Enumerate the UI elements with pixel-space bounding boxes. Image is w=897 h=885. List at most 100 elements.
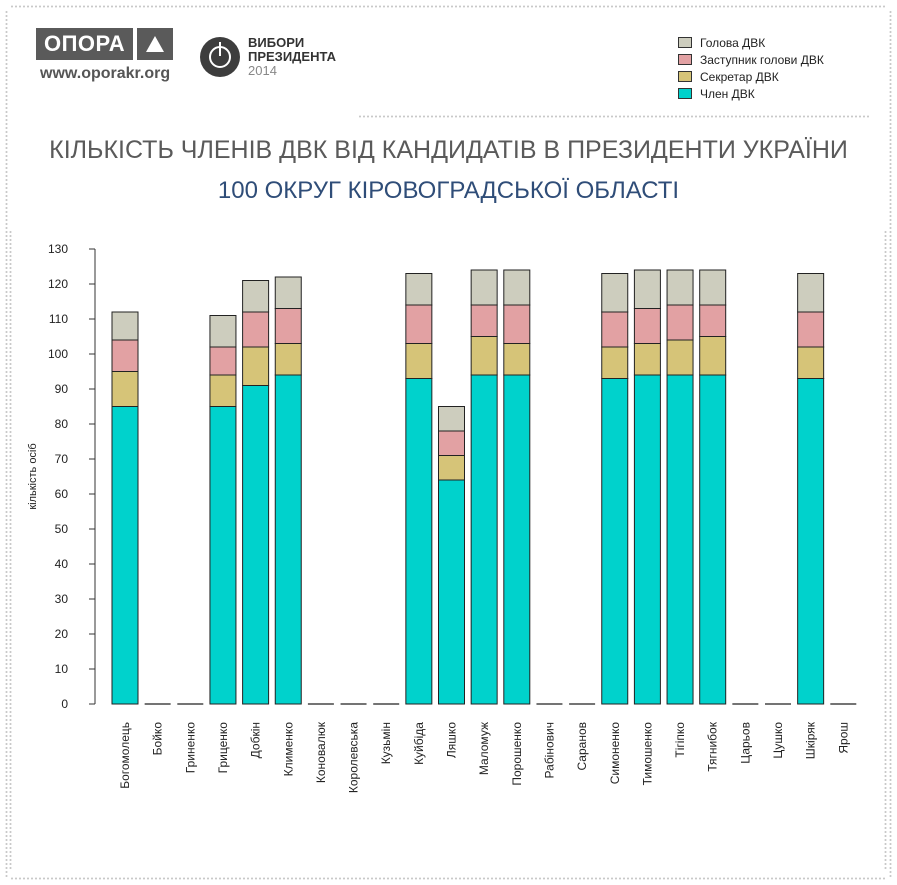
y-tick-label-40: 40 bbox=[55, 557, 69, 571]
opora-logo[interactable]: ОПОРА bbox=[36, 28, 174, 60]
bar-12-seg-3 bbox=[503, 269, 531, 306]
bar-10-seg-3 bbox=[438, 406, 465, 432]
y-tick-label-30: 30 bbox=[55, 592, 69, 606]
x-tick-label-9: Куйбіда bbox=[412, 722, 426, 765]
y-tick-label-20: 20 bbox=[55, 627, 69, 641]
bar-16-seg-3 bbox=[633, 269, 661, 309]
bar-12-seg-0 bbox=[503, 374, 531, 705]
x-tick-label-19: Царьов bbox=[738, 722, 752, 764]
bar-5-seg-1 bbox=[274, 343, 302, 376]
y-tick-label-110: 110 bbox=[49, 312, 68, 326]
y-tick-label-100: 100 bbox=[48, 347, 68, 361]
logo-wordmark: ОПОРА bbox=[36, 28, 134, 60]
bar-18-seg-3 bbox=[699, 269, 727, 306]
bar-17-seg-1 bbox=[666, 339, 694, 376]
bar-4-seg-3 bbox=[242, 280, 270, 313]
bar-4-seg-0 bbox=[242, 385, 270, 705]
chart-subtitle: 100 ОКРУГ КІРОВОГРАДСЬКОЇ ОБЛАСТІ bbox=[217, 177, 680, 204]
bar-21-seg-1 bbox=[797, 346, 825, 379]
x-tick-label-22: Ярош bbox=[836, 722, 850, 754]
x-tick-label-10: Ляшко bbox=[445, 722, 459, 758]
legend-swatch-zastupnyk bbox=[678, 54, 692, 65]
x-tick-label-17: Тігіпко bbox=[673, 722, 687, 758]
bar-3-seg-1 bbox=[209, 374, 237, 407]
legend-swatch-sekretar bbox=[678, 71, 692, 82]
bar-15-seg-2 bbox=[601, 311, 629, 348]
x-tick-label-4: Добкін bbox=[249, 722, 263, 758]
bar-16-seg-2 bbox=[633, 308, 661, 344]
bar-11-seg-1 bbox=[470, 336, 498, 376]
bar-18-seg-2 bbox=[699, 304, 727, 337]
bar-5-seg-3 bbox=[274, 276, 302, 309]
legend-label-holova: Голова ДВК bbox=[700, 35, 766, 50]
legend-item-zastupnyk: Заступник голови ДВК bbox=[678, 51, 824, 68]
legend-label-zastupnyk: Заступник голови ДВК bbox=[700, 52, 824, 67]
bar-12-seg-1 bbox=[503, 343, 531, 376]
bar-0-seg-2 bbox=[111, 339, 139, 372]
x-tick-label-13: Рабінович bbox=[542, 722, 556, 778]
bar-10-seg-2 bbox=[438, 430, 465, 456]
bar-5-seg-0 bbox=[274, 374, 302, 705]
legend-label-sekretar: Секретар ДВК bbox=[700, 69, 779, 84]
bar-15-seg-3 bbox=[601, 273, 629, 313]
bar-15-seg-0 bbox=[601, 378, 629, 705]
bar-11-seg-3 bbox=[470, 269, 498, 306]
x-tick-label-18: Тягнибок bbox=[706, 721, 720, 771]
bar-10-seg-1 bbox=[438, 455, 465, 481]
bar-10-seg-0 bbox=[438, 479, 465, 705]
site-url-link[interactable]: www.oporakr.org bbox=[40, 65, 171, 82]
x-tick-label-5: Клименко bbox=[281, 722, 295, 777]
bar-11-seg-0 bbox=[470, 374, 498, 705]
chart-legend: Голова ДВК Заступник голови ДВК Секретар… bbox=[678, 34, 824, 102]
campaign-logo: ВИБОРИ ПРЕЗИДЕНТА 2014 bbox=[200, 36, 336, 78]
x-tick-label-15: Симоненко bbox=[608, 722, 622, 785]
x-tick-label-16: Тимошенко bbox=[640, 722, 654, 786]
bar-9-seg-3 bbox=[405, 273, 433, 306]
bar-3-seg-0 bbox=[209, 406, 237, 705]
bar-15-seg-1 bbox=[601, 346, 629, 379]
bar-18-seg-1 bbox=[699, 336, 727, 376]
x-tick-label-3: Гриценко bbox=[216, 722, 230, 774]
x-tick-label-12: Порошенко bbox=[510, 722, 524, 786]
bar-3-seg-2 bbox=[209, 346, 237, 376]
bar-4-seg-1 bbox=[242, 346, 270, 386]
y-tick-label-130: 130 bbox=[48, 242, 68, 256]
legend-swatch-chlen bbox=[678, 88, 692, 99]
y-axis-label: кількість осіб bbox=[27, 443, 39, 509]
bar-9-seg-0 bbox=[405, 378, 433, 705]
bar-0-seg-1 bbox=[111, 371, 139, 407]
bar-16-seg-1 bbox=[633, 343, 661, 376]
bar-12-seg-2 bbox=[503, 304, 531, 344]
x-tick-label-11: Маломуж bbox=[477, 722, 491, 775]
x-tick-label-7: Королевська bbox=[347, 722, 361, 793]
legend-label-chlen: Член ДВК bbox=[700, 86, 755, 101]
bar-11-seg-2 bbox=[470, 304, 498, 337]
x-tick-label-21: Шкіряк bbox=[804, 721, 818, 759]
y-tick-label-50: 50 bbox=[55, 522, 69, 536]
bar-21-seg-3 bbox=[797, 273, 825, 313]
bar-4-seg-2 bbox=[242, 311, 270, 348]
y-tick-label-70: 70 bbox=[55, 452, 69, 466]
bar-21-seg-0 bbox=[797, 378, 825, 705]
power-badge-icon bbox=[200, 37, 240, 77]
x-tick-label-1: Бойко bbox=[151, 722, 165, 756]
y-tick-label-80: 80 bbox=[55, 417, 69, 431]
bar-0-seg-3 bbox=[111, 311, 139, 341]
triangle-icon bbox=[137, 28, 174, 60]
legend-item-chlen: Член ДВК bbox=[678, 85, 824, 102]
y-tick-label-0: 0 bbox=[61, 697, 68, 711]
bar-16-seg-0 bbox=[633, 374, 661, 705]
x-tick-label-8: Кузьмін bbox=[379, 722, 393, 764]
bar-18-seg-0 bbox=[699, 374, 727, 705]
y-tick-label-90: 90 bbox=[55, 382, 69, 396]
y-tick-label-10: 10 bbox=[55, 662, 69, 676]
bar-9-seg-1 bbox=[405, 343, 433, 379]
bar-9-seg-2 bbox=[405, 304, 433, 344]
x-tick-label-14: Саранов bbox=[575, 722, 589, 771]
campaign-year: 2014 bbox=[248, 63, 277, 78]
campaign-line1: ВИБОРИ bbox=[248, 35, 305, 50]
x-tick-label-6: Коновалюк bbox=[314, 721, 328, 783]
bar-17-seg-0 bbox=[666, 374, 694, 705]
bar-17-seg-2 bbox=[666, 304, 694, 341]
